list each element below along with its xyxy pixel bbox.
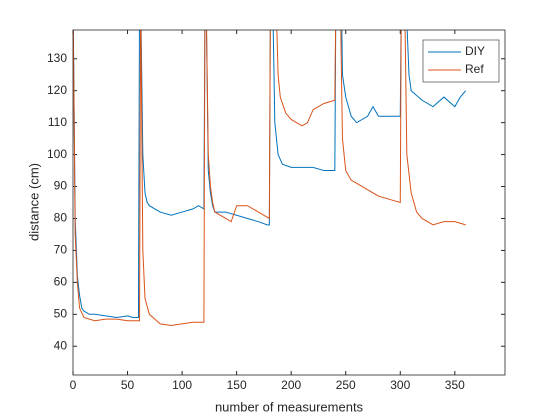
y-tick-label: 60 xyxy=(54,275,68,289)
x-tick-label: 250 xyxy=(336,378,356,392)
y-tick-label: 50 xyxy=(54,306,68,320)
y-tick-label: 80 xyxy=(54,211,68,225)
x-axis-label: number of measurements xyxy=(215,399,364,414)
y-tick-label: 120 xyxy=(47,83,67,97)
series-line xyxy=(73,30,466,326)
x-tick-label: 0 xyxy=(70,378,77,392)
x-tick-label: 100 xyxy=(172,378,192,392)
y-tick-label: 90 xyxy=(54,179,68,193)
plot-area xyxy=(73,30,505,375)
x-tick-label: 350 xyxy=(445,378,465,392)
x-tick-label: 200 xyxy=(281,378,301,392)
y-tick-label: 100 xyxy=(47,147,67,161)
x-tick-label: 150 xyxy=(227,378,247,392)
y-tick-label: 130 xyxy=(47,51,67,65)
plot-lines xyxy=(73,30,467,326)
y-tick-label: 110 xyxy=(48,115,67,129)
legend-box xyxy=(422,39,500,83)
x-tick-label: 50 xyxy=(121,378,135,392)
y-tick-label: 70 xyxy=(54,243,68,257)
axes-box xyxy=(72,29,506,376)
y-tick-label: 40 xyxy=(54,338,68,352)
legend-label: DIY xyxy=(465,44,485,58)
x-tick-label: 300 xyxy=(390,378,410,392)
legend-label: Ref xyxy=(465,62,484,76)
y-axis-label: distance (cm) xyxy=(26,163,41,241)
series-line xyxy=(73,30,467,319)
